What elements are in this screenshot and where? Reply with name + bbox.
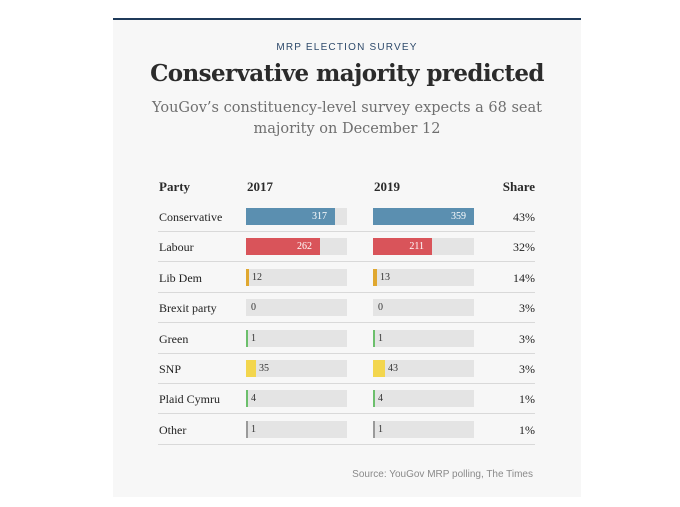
party-label: Lib Dem <box>159 270 202 285</box>
bar-value-label: 12 <box>252 271 262 283</box>
bar-2017 <box>246 420 248 438</box>
table-row: Green 1 1 3% <box>158 324 535 354</box>
table-row: Brexit party 0 0 3% <box>158 293 535 324</box>
bar-value-label: 4 <box>251 393 256 405</box>
bar-2019 <box>373 268 377 286</box>
bar-2019 <box>373 390 375 408</box>
chart-source: Source: YouGov MRP polling, The Times <box>352 469 533 480</box>
bar-value-label: 211 <box>409 241 424 253</box>
bar-2017 <box>246 329 248 347</box>
bar-track-2019: 1 <box>373 329 474 347</box>
bar-track-2017: 4 <box>246 390 347 408</box>
bar-value-label: 1 <box>251 423 256 435</box>
bar-2019 <box>373 329 375 347</box>
bar-track-2017: 0 <box>246 299 347 317</box>
bar-2017 <box>246 238 320 256</box>
header-2019: 2019 <box>374 179 400 194</box>
bar-2019 <box>373 420 375 438</box>
bar-track-2019: 0 <box>373 299 474 317</box>
bar-value-label: 1 <box>378 332 383 344</box>
share-value: 3% <box>519 331 535 346</box>
bar-track-2017: 1 <box>246 420 347 438</box>
bar-track-2019: 1 <box>373 420 474 438</box>
bar-2017 <box>246 390 248 408</box>
header-share: Share <box>502 179 535 194</box>
bar-2019 <box>373 208 474 225</box>
share-value: 14% <box>513 270 535 285</box>
bar-track-2017: 12 <box>246 268 347 286</box>
bar-track-2017: 262 <box>246 238 347 256</box>
bar-value-label: 35 <box>259 363 269 374</box>
bar-value-label: 1 <box>251 332 256 344</box>
bar-value-label: 359 <box>451 211 466 222</box>
bar-track-2019: 13 <box>373 268 474 286</box>
chart-kicker: MRP ELECTION SURVEY <box>276 42 418 53</box>
chart-title: Conservative majority predicted <box>150 60 544 87</box>
party-label: SNP <box>159 362 182 376</box>
chart-card: MRP ELECTION SURVEY Conservative majorit… <box>113 18 581 497</box>
party-label: Labour <box>159 240 194 255</box>
bar-2017 <box>246 268 249 286</box>
share-value: 43% <box>513 210 535 224</box>
share-value: 3% <box>519 362 535 376</box>
table-row: Labour 262 211 32% <box>158 232 535 263</box>
bar-track-2019: 43 <box>373 360 474 377</box>
share-value: 1% <box>519 422 535 437</box>
bar-track-2019: 211 <box>373 238 474 256</box>
bar-2017 <box>246 360 256 377</box>
party-label: Brexit party <box>159 301 217 316</box>
bar-value-label: 4 <box>378 393 383 405</box>
party-label: Conservative <box>159 210 223 224</box>
bar-track-2017: 1 <box>246 329 347 347</box>
chart-subtitle: YouGov’s constituency-level survey expec… <box>152 100 542 137</box>
party-label: Green <box>159 331 189 346</box>
bar-2019 <box>373 360 385 377</box>
bar-track-2017: 35 <box>246 360 347 377</box>
share-value: 3% <box>519 301 535 316</box>
table-row: SNP 35 43 3% <box>158 354 535 384</box>
party-label: Other <box>159 422 187 437</box>
table-row: Conservative 317 359 43% <box>158 202 535 232</box>
table-row: Lib Dem 12 13 14% <box>158 263 535 293</box>
bar-value-label: 0 <box>378 302 383 314</box>
share-value: 1% <box>519 392 535 407</box>
bar-track-2017: 317 <box>246 208 347 225</box>
bar-track-2019: 359 <box>373 208 474 225</box>
bar-value-label: 0 <box>251 302 256 314</box>
bar-2017 <box>246 299 248 316</box>
table-row: Plaid Cymru 4 4 1% <box>158 384 535 415</box>
header-party: Party <box>159 179 191 194</box>
bar-2017 <box>246 208 335 225</box>
bar-value-label: 317 <box>312 211 327 222</box>
bar-2019 <box>373 299 375 316</box>
bar-track-2019: 4 <box>373 390 474 408</box>
bar-value-label: 262 <box>297 241 312 253</box>
bar-value-label: 43 <box>388 363 398 374</box>
header-2017: 2017 <box>247 179 273 194</box>
table-row: Other 1 1 1% <box>158 415 535 445</box>
bar-value-label: 1 <box>378 423 383 435</box>
bar-2019 <box>373 238 432 256</box>
share-value: 32% <box>513 240 535 255</box>
bar-value-label: 13 <box>380 271 390 283</box>
party-label: Plaid Cymru <box>159 392 221 407</box>
